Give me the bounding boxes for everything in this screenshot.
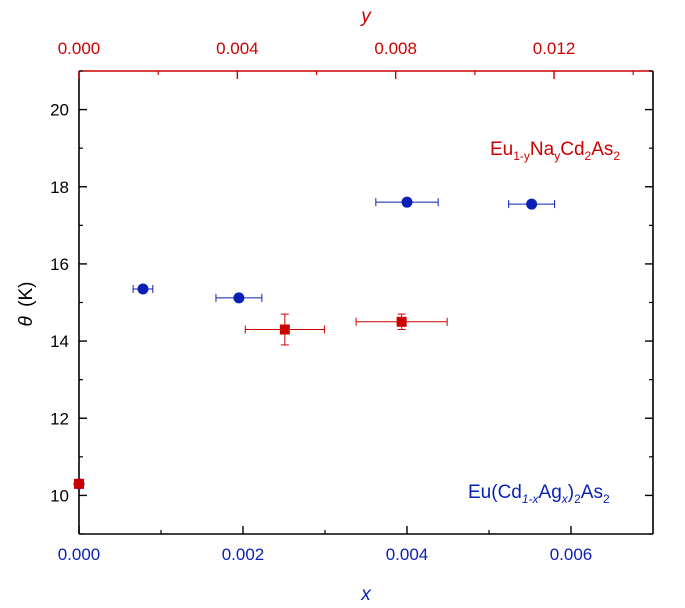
data-point-square <box>396 316 407 327</box>
ag-label-eucd: Eu(Cd <box>468 482 522 503</box>
y-axis-unit: (K) <box>16 282 37 307</box>
left-tick-label: 12 <box>50 409 69 428</box>
bottom-tick-label: 0.004 <box>386 545 429 564</box>
series-label-na: Eu1-yNayCd2As2 <box>490 139 620 163</box>
ag-label-close: ) <box>568 482 574 503</box>
data-point-circle <box>137 283 149 295</box>
na-label-sub4: 2 <box>613 149 620 163</box>
ag-label-sub3: 2 <box>574 492 581 506</box>
ag-label-sub2: x <box>561 492 569 506</box>
bottom-axis-title: x <box>360 584 372 605</box>
left-axis: 10 12 14 16 18 20 <box>50 70 653 535</box>
top-tick-label: 0.004 <box>216 39 259 58</box>
bottom-axis: 0.000 0.002 0.004 0.006 <box>58 526 593 564</box>
top-axis-title: y <box>359 6 372 27</box>
y-axis-symbol: θ <box>16 315 37 326</box>
left-tick-label: 10 <box>50 486 69 505</box>
na-label-eu: Eu <box>490 139 513 160</box>
ag-label-sub4: 2 <box>603 492 610 506</box>
bottom-tick-label: 0.000 <box>58 545 101 564</box>
data-point-circle <box>526 198 538 210</box>
na-label-sub2: y <box>554 149 560 163</box>
data-point-square <box>74 478 84 489</box>
left-tick-label: 20 <box>50 101 69 120</box>
left-tick-label: 16 <box>50 255 69 274</box>
data-point-square <box>279 324 290 335</box>
na-label-cd: Cd <box>560 139 584 160</box>
bottom-tick-label: 0.002 <box>222 545 265 564</box>
bottom-tick-label: 0.006 <box>550 545 593 564</box>
data-marks <box>73 196 556 490</box>
data-point-circle <box>233 292 245 304</box>
na-label-sub3: 2 <box>585 149 592 163</box>
na-label-as: As <box>591 139 613 160</box>
top-tick-label: 0.000 <box>58 39 101 58</box>
series-label-ag: Eu(Cd1-xAgx)2As2 <box>468 482 610 506</box>
na-label-na: Na <box>530 139 555 160</box>
ag-label-sub1: 1-x <box>522 492 540 506</box>
top-tick-label: 0.012 <box>533 39 576 58</box>
y-axis-title: θ (K) <box>16 282 37 327</box>
ag-label-ag: Ag <box>539 482 562 503</box>
data-point-circle <box>401 196 413 208</box>
left-tick-label: 18 <box>50 178 69 197</box>
left-tick-label: 14 <box>50 332 69 351</box>
ag-label-as: As <box>581 482 603 503</box>
svg-text:θ (K): θ (K) <box>16 282 37 327</box>
top-axis: 0.000 0.004 0.008 0.012 <box>58 39 634 79</box>
top-tick-label: 0.008 <box>374 39 417 58</box>
na-label-sub1: 1-y <box>513 149 530 163</box>
